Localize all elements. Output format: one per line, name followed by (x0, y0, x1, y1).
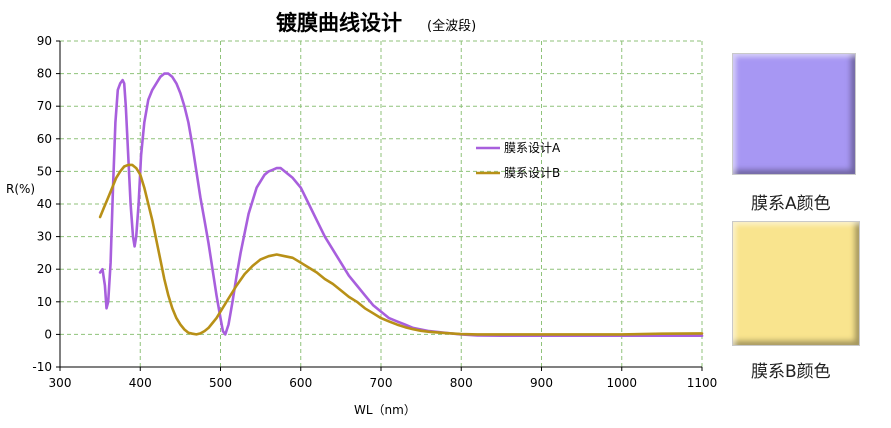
x-tick-label: 900 (530, 376, 553, 390)
y-tick-label: 10 (37, 295, 52, 309)
swatch-a-bevel (733, 54, 855, 174)
swatch-b-bevel (733, 222, 859, 345)
y-tick-label: 20 (37, 262, 52, 276)
legend-label-a: 膜系设计A (504, 141, 561, 155)
series-line-a (98, 72, 704, 337)
swatch-a-fill (733, 54, 855, 174)
legend-label-b: 膜系设计B (504, 166, 560, 180)
x-tick-label: 400 (129, 376, 152, 390)
swatch-a (732, 53, 856, 175)
x-tick-label: 800 (450, 376, 473, 390)
x-tick-label: 700 (370, 376, 393, 390)
x-tick-label: 600 (289, 376, 312, 390)
chart-title: 镀膜曲线设计 (276, 11, 402, 35)
y-tick-label: 0 (44, 327, 52, 341)
y-tick-label: 80 (37, 67, 52, 81)
swatch-b-label: 膜系B颜色 (751, 362, 831, 382)
tick-labels: -10 0 10 20 30 40 50 60 70 80 90 300 400 500 600 700 800… (32, 34, 717, 390)
series (98, 72, 704, 337)
y-tick-label: 30 (37, 230, 52, 244)
y-tick-label: 90 (37, 34, 52, 48)
chart-subtitle: (全波段) (427, 18, 476, 34)
swatch-b-fill (733, 222, 859, 345)
x-tick-label: 500 (209, 376, 232, 390)
y-tick-label: 40 (37, 197, 52, 211)
x-tick-label: 300 (49, 376, 72, 390)
series-line-b (98, 163, 704, 336)
x-tick-label: 1000 (606, 376, 637, 390)
y-axis-label: R(%) (6, 182, 35, 196)
x-axis-label: WL（nm） (354, 403, 416, 417)
swatch-a-label: 膜系A颜色 (751, 194, 831, 214)
y-tick-label: 60 (37, 132, 52, 146)
y-tick-label: -10 (32, 360, 52, 374)
swatch-b (732, 221, 860, 346)
x-tick-label: 1100 (687, 376, 718, 390)
legend: 膜系设计A 膜系设计B (476, 141, 561, 180)
y-tick-label: 70 (37, 99, 52, 113)
y-tick-label: 50 (37, 164, 52, 178)
